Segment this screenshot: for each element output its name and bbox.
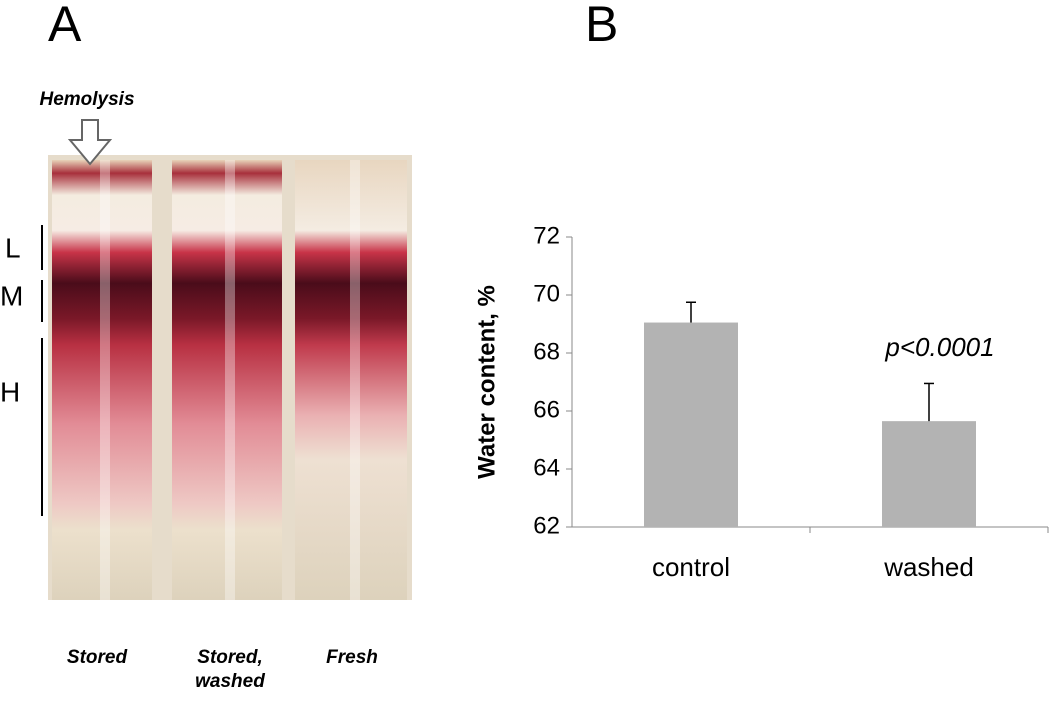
reflection — [350, 160, 360, 600]
band-label: L — [5, 232, 21, 263]
bar — [882, 421, 976, 527]
panel-label: B — [585, 0, 618, 52]
tube — [172, 160, 282, 600]
annotation: p<0.0001 — [884, 332, 994, 362]
y-tick-label: 72 — [533, 222, 560, 249]
tube-label: Fresh — [326, 647, 378, 668]
band-label: M — [0, 280, 23, 311]
tube-label: Stored — [67, 647, 128, 668]
y-tick-label: 64 — [533, 454, 560, 481]
x-tick-label: control — [652, 552, 730, 582]
tube — [52, 160, 152, 600]
panel-label: A — [48, 0, 82, 52]
y-tick-label: 62 — [533, 512, 560, 539]
tube — [295, 160, 407, 600]
bar — [644, 322, 738, 527]
y-tick-label: 70 — [533, 280, 560, 307]
y-axis-label: Water content, % — [473, 285, 500, 479]
arrow-label: Hemolysis — [39, 89, 134, 110]
x-tick-label: washed — [883, 552, 974, 582]
reflection — [100, 160, 110, 600]
band-label: H — [0, 376, 20, 407]
reflection — [225, 160, 235, 600]
y-tick-label: 68 — [533, 338, 560, 365]
arrow — [67, 119, 113, 166]
tube-label: Stored, washed — [195, 647, 265, 692]
y-tick-label: 66 — [533, 396, 560, 423]
